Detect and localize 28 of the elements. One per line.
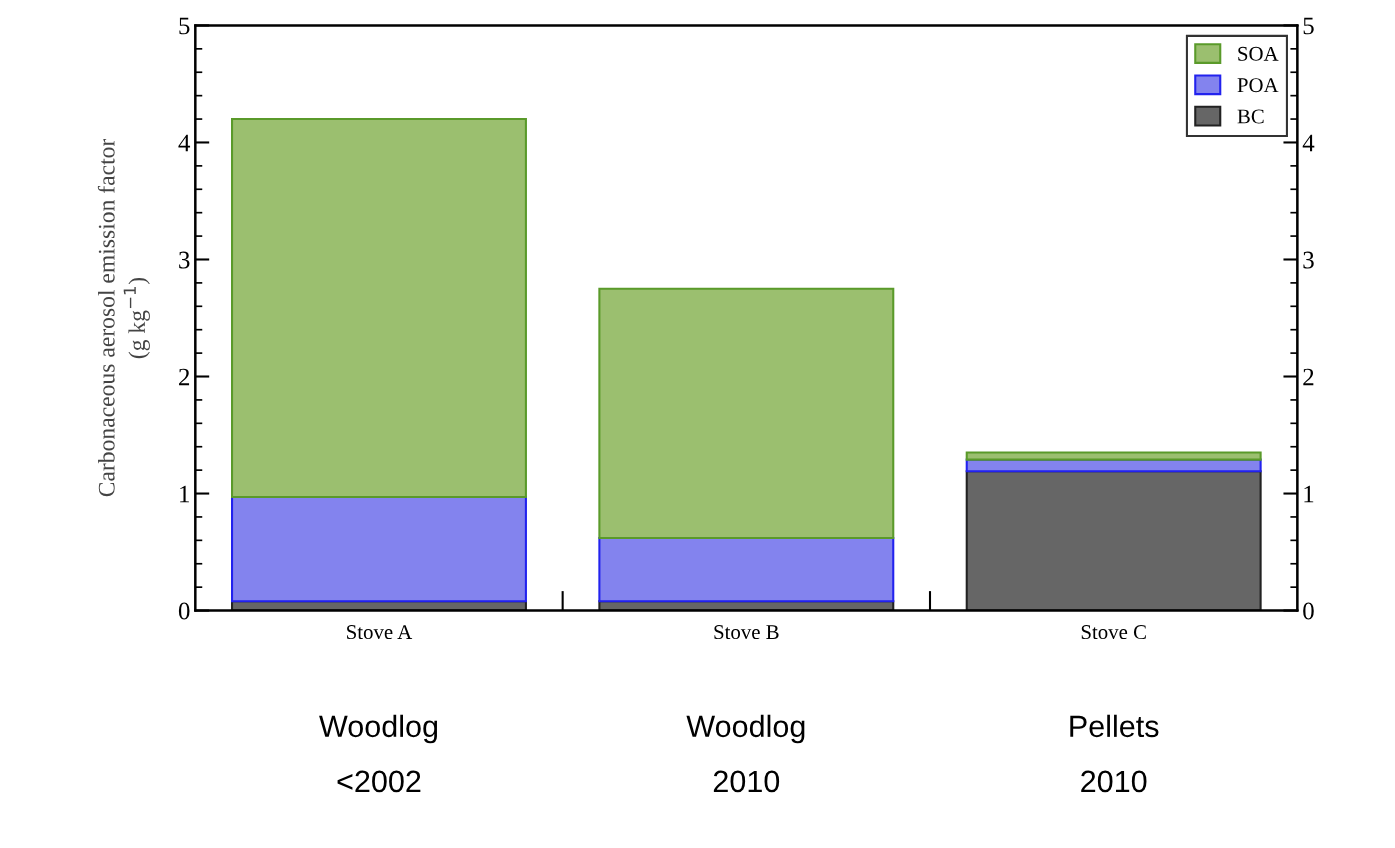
bar — [598, 536, 895, 603]
y2-tick-label: 4 — [1302, 134, 1315, 152]
bar — [965, 451, 1262, 461]
y2-tick-label: 3 — [1303, 251, 1314, 269]
x-tick-label: Stove A — [347, 625, 413, 640]
y-tick-label: 5 — [179, 17, 190, 35]
bar — [230, 496, 527, 603]
text: Woodlog <2002 — [319, 714, 438, 793]
legend-label: POA — [1237, 78, 1279, 93]
y-tick-label: 2 — [179, 368, 190, 386]
bar — [230, 118, 527, 499]
y2-tick-label: 0 — [1303, 602, 1314, 620]
y-tick-label: 1 — [180, 485, 189, 503]
y-tick-label: 0 — [178, 602, 190, 620]
y-tick-label: 3 — [179, 251, 190, 269]
legend-label: SOA — [1238, 46, 1279, 61]
y-axis-title: Carbonaceous aerosol emission factor (g kg$^{−1}$) — [97, 138, 150, 497]
x-tick-label: Stove B — [714, 625, 779, 640]
legend-label: BC — [1237, 109, 1264, 124]
y2-tick-label: 2 — [1303, 368, 1314, 386]
y-tick-label: 4 — [178, 134, 191, 152]
bar — [965, 470, 1262, 611]
bar — [598, 287, 895, 540]
y2-tick-label: 1 — [1304, 485, 1314, 503]
text: Pellets 2010 — [1070, 714, 1159, 793]
text: Woodlog 2010 — [686, 714, 805, 793]
y2-tick-label: 5 — [1303, 17, 1314, 35]
x-tick-label: Stove C — [1081, 625, 1146, 640]
